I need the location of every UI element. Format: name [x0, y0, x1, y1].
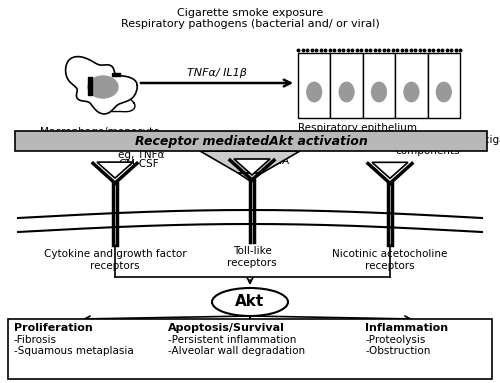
- Text: -Squamous metaplasia: -Squamous metaplasia: [14, 346, 134, 356]
- Polygon shape: [238, 173, 262, 181]
- Bar: [298, 53, 330, 118]
- Ellipse shape: [436, 82, 452, 102]
- Polygon shape: [372, 162, 408, 178]
- Ellipse shape: [371, 82, 387, 102]
- Text: -Proteolysis: -Proteolysis: [365, 335, 426, 345]
- Polygon shape: [97, 162, 133, 178]
- Text: Receptor mediatedAkt activation: Receptor mediatedAkt activation: [134, 134, 368, 147]
- Polygon shape: [66, 57, 138, 114]
- Text: Nicotinic acetocholine
receptors: Nicotinic acetocholine receptors: [332, 249, 448, 271]
- Text: -Persistent inflammation: -Persistent inflammation: [168, 335, 296, 345]
- Text: Inflammation: Inflammation: [365, 323, 448, 333]
- Polygon shape: [105, 92, 135, 112]
- Text: -Alveolar wall degradation: -Alveolar wall degradation: [168, 346, 305, 356]
- Polygon shape: [234, 159, 270, 175]
- Text: Cytokine and growth factor
receptors: Cytokine and growth factor receptors: [44, 249, 187, 271]
- Text: eg, LPS: eg, LPS: [255, 147, 293, 157]
- Text: -Fibrosis: -Fibrosis: [14, 335, 57, 345]
- Text: TNFα/ IL1β: TNFα/ IL1β: [187, 68, 247, 78]
- Text: Respiratory epithelium: Respiratory epithelium: [298, 123, 418, 133]
- Text: Proliferation: Proliferation: [14, 323, 93, 333]
- Text: Akt: Akt: [236, 295, 264, 309]
- Text: -Obstruction: -Obstruction: [365, 346, 430, 356]
- Bar: [395, 53, 428, 118]
- Text: Macrophage/monocyte: Macrophage/monocyte: [40, 127, 160, 137]
- Text: Respiratory pathogens (bacterial and/ or viral): Respiratory pathogens (bacterial and/ or…: [120, 19, 380, 29]
- Bar: [428, 53, 460, 118]
- Text: dsRNA: dsRNA: [255, 156, 289, 166]
- Ellipse shape: [212, 288, 288, 316]
- Ellipse shape: [88, 76, 118, 98]
- Text: GM-CSF: GM-CSF: [118, 159, 158, 169]
- Text: eg, TNFα: eg, TNFα: [118, 150, 164, 160]
- Bar: [15, 131, 487, 151]
- Polygon shape: [200, 151, 300, 173]
- Bar: [8, 319, 492, 379]
- Text: Apoptosis/Survival: Apoptosis/Survival: [168, 323, 285, 333]
- Ellipse shape: [404, 82, 419, 102]
- Ellipse shape: [338, 82, 354, 102]
- Text: Nicotine & other cigarette
components: Nicotine & other cigarette components: [395, 135, 500, 156]
- Ellipse shape: [306, 82, 322, 102]
- Bar: [363, 53, 395, 118]
- Text: Toll-like
receptors: Toll-like receptors: [227, 246, 277, 268]
- Bar: [330, 53, 363, 118]
- Text: Cigarette smoke exposure: Cigarette smoke exposure: [177, 8, 323, 18]
